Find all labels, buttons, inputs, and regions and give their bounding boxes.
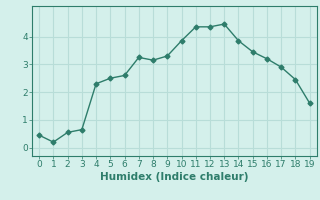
X-axis label: Humidex (Indice chaleur): Humidex (Indice chaleur) — [100, 172, 249, 182]
